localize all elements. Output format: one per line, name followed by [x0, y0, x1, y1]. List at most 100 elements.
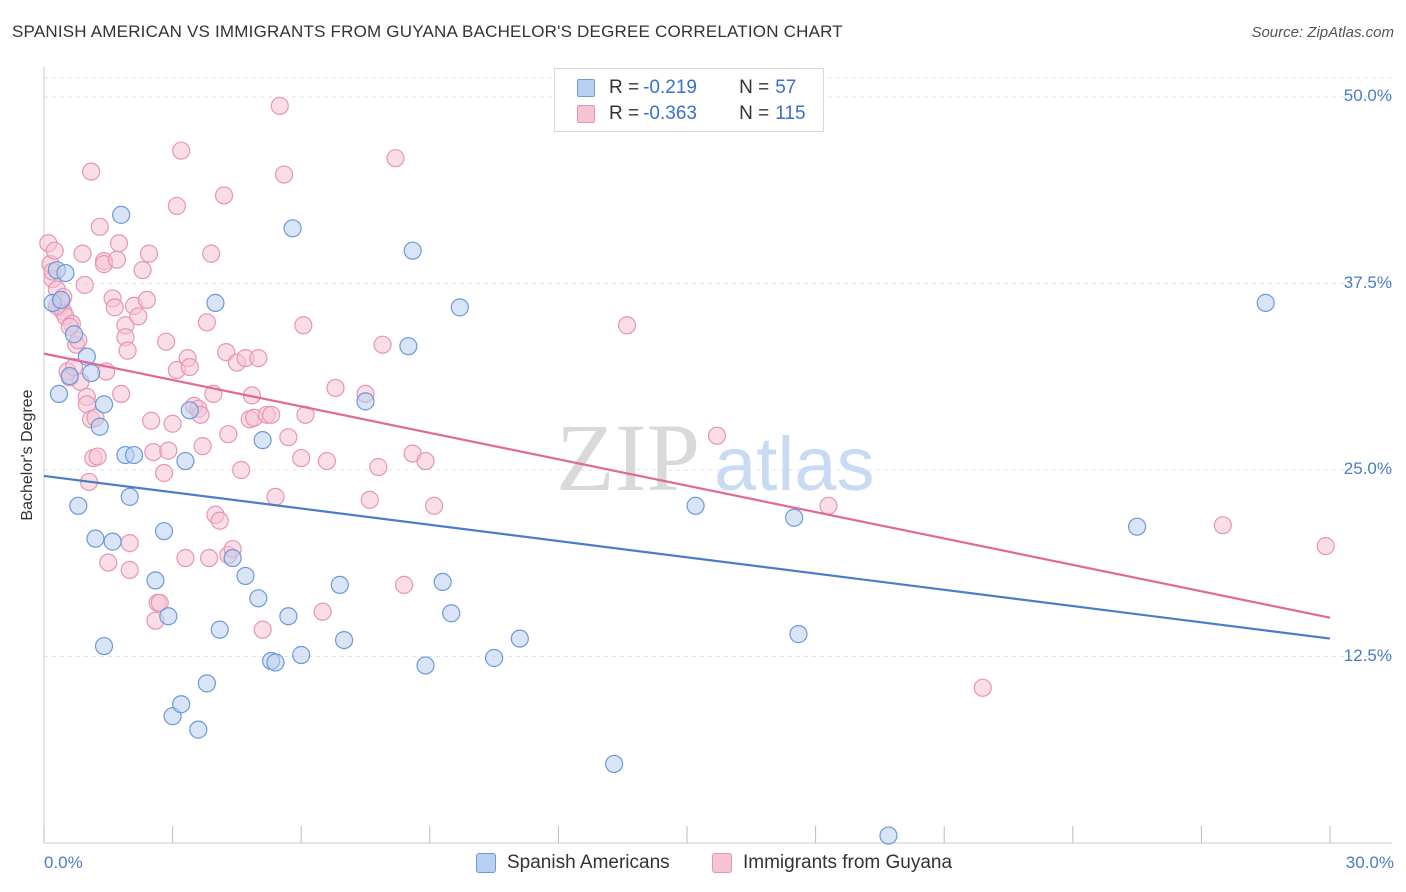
data-point — [139, 244, 159, 263]
data-point — [210, 511, 229, 530]
data-point — [294, 316, 313, 335]
legend-swatch-blue — [476, 853, 496, 873]
legend-r-value: -0.363 — [643, 103, 697, 124]
y-tick-label: 25.0% — [1343, 459, 1392, 478]
data-point — [1127, 517, 1147, 536]
data-point — [266, 653, 285, 672]
data-point — [120, 534, 139, 553]
data-point — [279, 428, 298, 447]
legend-n-label: N = — [739, 103, 770, 124]
data-point — [330, 575, 349, 594]
legend-row-spanish-americans: R = -0.219 N = 57 — [577, 77, 796, 99]
data-point — [202, 244, 221, 263]
data-point — [292, 448, 311, 468]
data-point — [88, 447, 107, 466]
x-tick-label-max: 30.0% — [1345, 853, 1394, 872]
data-point — [167, 196, 186, 216]
data-point — [253, 431, 272, 450]
data-point — [605, 754, 624, 774]
data-point — [510, 629, 529, 648]
data-point — [137, 290, 156, 310]
series-legend: Spanish Americans Immigrants from Guyana — [0, 852, 1406, 878]
data-point — [150, 593, 169, 612]
data-point — [124, 445, 144, 465]
data-point — [69, 496, 88, 515]
data-point — [90, 217, 109, 236]
legend-item-spanish-americans[interactable]: Spanish Americans — [476, 852, 670, 874]
data-point — [159, 441, 178, 460]
legend-label: Immigrants from Guyana — [743, 852, 953, 873]
data-point — [789, 625, 808, 644]
data-point — [193, 437, 212, 456]
data-point — [120, 560, 139, 580]
data-point — [82, 162, 101, 181]
data-point — [223, 548, 242, 568]
data-point — [819, 496, 838, 515]
data-point — [75, 275, 94, 295]
trend-line-spanish-americans — [43, 474, 1331, 640]
data-point — [262, 405, 281, 424]
data-point — [159, 607, 178, 626]
data-point — [199, 548, 219, 568]
data-point — [373, 335, 392, 354]
data-point — [133, 260, 152, 280]
data-point — [94, 395, 114, 414]
trend-lines — [43, 352, 1331, 640]
legend-label: Spanish Americans — [507, 852, 670, 873]
data-point — [334, 630, 354, 650]
data-point — [292, 645, 311, 665]
data-point — [433, 572, 452, 592]
data-point — [163, 414, 182, 433]
data-point — [360, 490, 379, 509]
watermark-atlas: atlas — [714, 422, 875, 507]
legend-item-immigrants-from-guyana[interactable]: Immigrants from Guyana — [712, 852, 952, 874]
data-point — [219, 425, 238, 444]
legend-swatch-pink — [712, 853, 732, 873]
data-point — [1256, 293, 1275, 312]
legend-n-label: N = — [739, 77, 770, 98]
data-point — [313, 602, 332, 621]
data-point — [146, 571, 165, 590]
data-point — [157, 332, 176, 351]
x-tick-label-min: 0.0% — [44, 853, 83, 872]
data-point — [103, 532, 122, 551]
data-point — [707, 426, 727, 445]
data-point — [617, 316, 637, 335]
data-point — [879, 826, 898, 845]
data-point — [112, 384, 131, 404]
data-point — [94, 636, 114, 656]
legend-n-value: 57 — [775, 77, 797, 98]
legend-n-value: 115 — [775, 103, 806, 124]
y-tick-label: 37.5% — [1343, 272, 1392, 292]
correlation-legend: R = -0.219 N = 57 R = -0.363 N = 115 — [554, 68, 824, 132]
data-point — [176, 548, 195, 568]
data-point — [403, 241, 422, 260]
data-point — [109, 234, 129, 253]
y-tick-label: 50.0% — [1343, 86, 1392, 105]
data-point — [249, 349, 268, 368]
data-point — [369, 457, 388, 477]
data-point — [197, 313, 216, 332]
data-point — [1316, 536, 1335, 556]
chart-title: SPANISH AMERICAN VS IMMIGRANTS FROM GUYA… — [12, 22, 843, 41]
data-point — [142, 411, 161, 430]
axes — [43, 66, 1392, 844]
data-point — [73, 244, 92, 263]
data-point — [973, 678, 992, 697]
data-point — [129, 307, 148, 326]
data-point — [785, 508, 804, 527]
data-point — [154, 522, 174, 541]
data-point — [236, 566, 255, 586]
data-point — [49, 384, 69, 404]
data-point — [270, 96, 289, 116]
data-point — [442, 604, 461, 623]
y-tick-label: 12.5% — [1343, 645, 1392, 665]
data-point — [249, 589, 268, 608]
data-point — [56, 263, 75, 283]
data-point — [210, 620, 229, 639]
data-point — [253, 620, 272, 639]
data-point — [214, 186, 234, 205]
series-immigrants-from-guyana — [39, 96, 1335, 697]
data-point — [176, 451, 195, 471]
data-point — [283, 219, 302, 238]
